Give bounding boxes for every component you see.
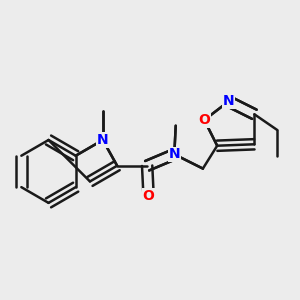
Text: O: O	[142, 189, 154, 203]
Text: N: N	[169, 147, 180, 161]
Text: N: N	[223, 94, 234, 108]
Text: O: O	[198, 113, 210, 127]
Text: N: N	[97, 133, 109, 147]
Text: N: N	[97, 133, 109, 147]
Text: N: N	[223, 94, 234, 108]
Text: N: N	[169, 147, 180, 161]
Text: O: O	[142, 189, 154, 203]
Text: O: O	[198, 113, 210, 127]
